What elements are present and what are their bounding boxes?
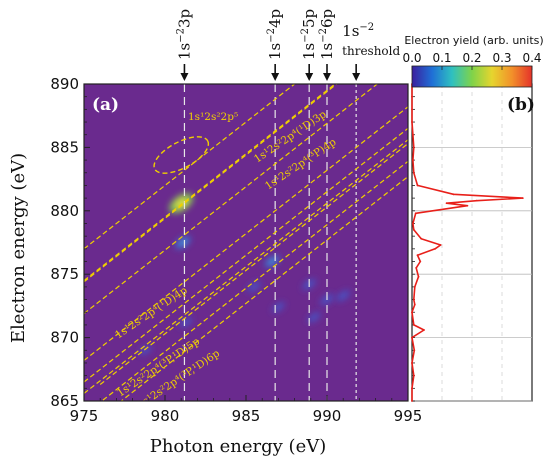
config-line [84,84,337,282]
config-line [99,142,408,385]
spectrum-point [415,266,418,269]
intensity-spot [263,255,280,268]
resonance-label-line2: threshold [342,44,400,58]
spectrum-point [412,146,415,149]
spectrum-point [452,193,455,196]
colorbar-tick-label: 0.1 [432,51,451,65]
x-axis-label: Photon energy (eV) [150,436,327,457]
spectrum-point [411,400,413,402]
colorbar-tick-label: 0.4 [522,51,541,65]
spectrum-point [420,237,423,240]
y-tick-label: 865 [50,392,79,410]
intensity-spot [306,311,322,323]
spectrum-point [423,329,425,331]
panel-b-tag: (b) [507,95,535,115]
resonance-arrow-head [323,73,331,81]
spectrum-point [413,303,416,306]
spectrum-point [439,244,442,246]
config-line [100,160,408,401]
panel-a-tag: (a) [92,95,119,115]
colorbar-tick-label: 0.0 [402,51,421,65]
spectrum-point [445,202,448,205]
colorbar-tick-label: 0.2 [462,51,481,65]
x-tick-label: 990 [313,407,342,425]
spectrum-point [412,222,414,225]
config-line [84,127,408,383]
y-tick-label: 880 [50,202,79,220]
spectrum-line [411,84,524,401]
spectrum-point [419,260,422,263]
x-tick-label: 975 [70,407,99,425]
spectrum-point [412,374,415,377]
y-tick-label: 875 [50,265,79,283]
config-label: 1s¹2s²2p⁵ [188,111,238,123]
spectrum-point [413,285,416,288]
resonance-label: 1s−25p [300,9,318,60]
spectrum-point [416,184,419,187]
spectrum-point [411,387,413,390]
colorbar-title: Electron yield (arb. units) [404,34,543,47]
spectrum-point [521,197,524,200]
x-tick-label: 980 [151,407,180,425]
config-line [84,139,408,394]
spectrum-point [466,204,469,207]
spectrum-point [434,247,436,250]
colorbar: 0.0 0.1 0.2 0.3 0.4 [402,51,542,88]
resonance-label: 1s−26p [318,9,336,60]
colorbar-tick-label: 0.3 [492,51,511,65]
config-line [84,84,338,283]
resonance-label: 1s−23p [175,9,193,60]
intensity-spot [138,345,153,356]
config-line [84,84,379,314]
heatmap-background [84,84,408,401]
spectrum-point [411,336,413,339]
intensity-spot [335,289,351,302]
spectrum-panel [411,83,533,402]
spectrum-frame [411,83,533,402]
spectrum-point [412,298,415,301]
y-tick-label: 890 [50,75,79,93]
spectrum-point [414,212,417,215]
resonance-arrow-head [352,73,361,81]
spectrum-point [413,349,416,352]
spectrum-point [417,275,420,278]
x-tick-label: 985 [232,407,261,425]
spectrum-point [412,228,415,231]
spectrum-point [411,362,413,364]
spectrum-point [411,121,413,123]
y-axis-label: Electron energy (eV) [8,153,29,343]
resonance-arrow-head [271,73,280,81]
resonance-arrow-head [305,73,314,81]
spectrum-point [412,159,414,161]
resonance-label: 1s−24p [266,9,284,60]
resonance-label: 1s−2 [342,22,374,40]
spectrum-point [475,199,478,202]
y-tick-label: 885 [50,138,79,156]
config-ellipse [153,136,210,174]
spectrum-point [411,95,413,98]
spectrum-point [412,171,415,174]
x-tick-label: 995 [394,407,423,425]
spectrum-point [416,254,419,257]
heatmap-panel: 1s¹2s²2p⁵ 1s¹2s²2p⁴(¹D)3p1s¹2s²2p⁴(³P)4p1… [50,75,423,425]
config-line [84,106,408,361]
spectrum-point [412,324,415,326]
spectrum-point [411,311,413,314]
intensity-spot [246,281,262,293]
intensity-spot [169,193,194,214]
y-tick-label: 870 [50,329,79,347]
config-line [120,175,408,401]
spectrum-point [412,133,414,136]
spectrum-point [411,108,413,111]
resonance-arrow-head [180,73,189,81]
